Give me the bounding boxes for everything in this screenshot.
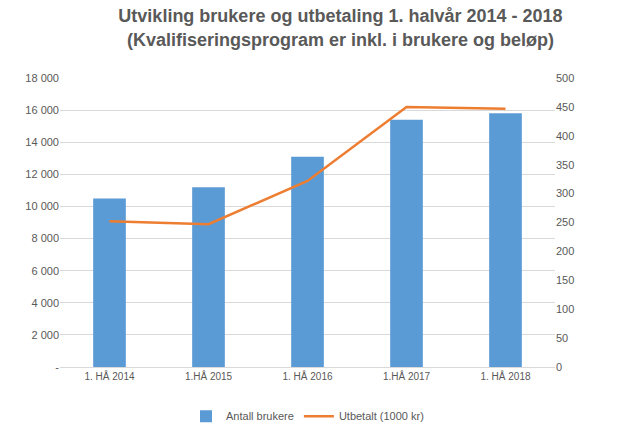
svg-text:1. HÅ 2018: 1. HÅ 2018	[480, 370, 530, 382]
svg-text:400: 400	[556, 130, 574, 142]
svg-text:-: -	[55, 361, 59, 373]
svg-text:150: 150	[556, 274, 574, 286]
svg-text:350: 350	[556, 159, 574, 171]
svg-text:1. HÅ 2014: 1. HÅ 2014	[84, 370, 134, 382]
svg-text:250: 250	[556, 216, 574, 228]
svg-text:200: 200	[556, 245, 574, 257]
svg-text:14 000: 14 000	[25, 136, 59, 148]
svg-text:12 000: 12 000	[25, 168, 59, 180]
svg-text:100: 100	[556, 303, 574, 315]
svg-text:Utvikling brukere og utbetalin: Utvikling brukere og utbetaling 1. halvå…	[118, 6, 562, 49]
svg-text:0: 0	[556, 361, 562, 373]
svg-text:2 000: 2 000	[31, 329, 59, 341]
svg-text:50: 50	[556, 332, 568, 344]
svg-text:300: 300	[556, 187, 574, 199]
svg-text:16 000: 16 000	[25, 104, 59, 116]
svg-text:18 000: 18 000	[25, 72, 59, 84]
svg-text:450: 450	[556, 101, 574, 113]
svg-text:1.HÅ 2017: 1.HÅ 2017	[383, 370, 431, 382]
svg-text:8 000: 8 000	[31, 232, 59, 244]
svg-text:Utbetalt (1000 kr): Utbetalt (1000 kr)	[339, 410, 424, 422]
svg-text:1. HÅ 2016: 1. HÅ 2016	[282, 370, 332, 382]
svg-text:1.HÅ 2015: 1.HÅ 2015	[185, 370, 233, 382]
svg-text:Antall brukere: Antall brukere	[226, 410, 294, 422]
svg-text:6 000: 6 000	[31, 265, 59, 277]
svg-text:4 000: 4 000	[31, 297, 59, 309]
svg-text:500: 500	[556, 72, 574, 84]
svg-text:10 000: 10 000	[25, 200, 59, 212]
